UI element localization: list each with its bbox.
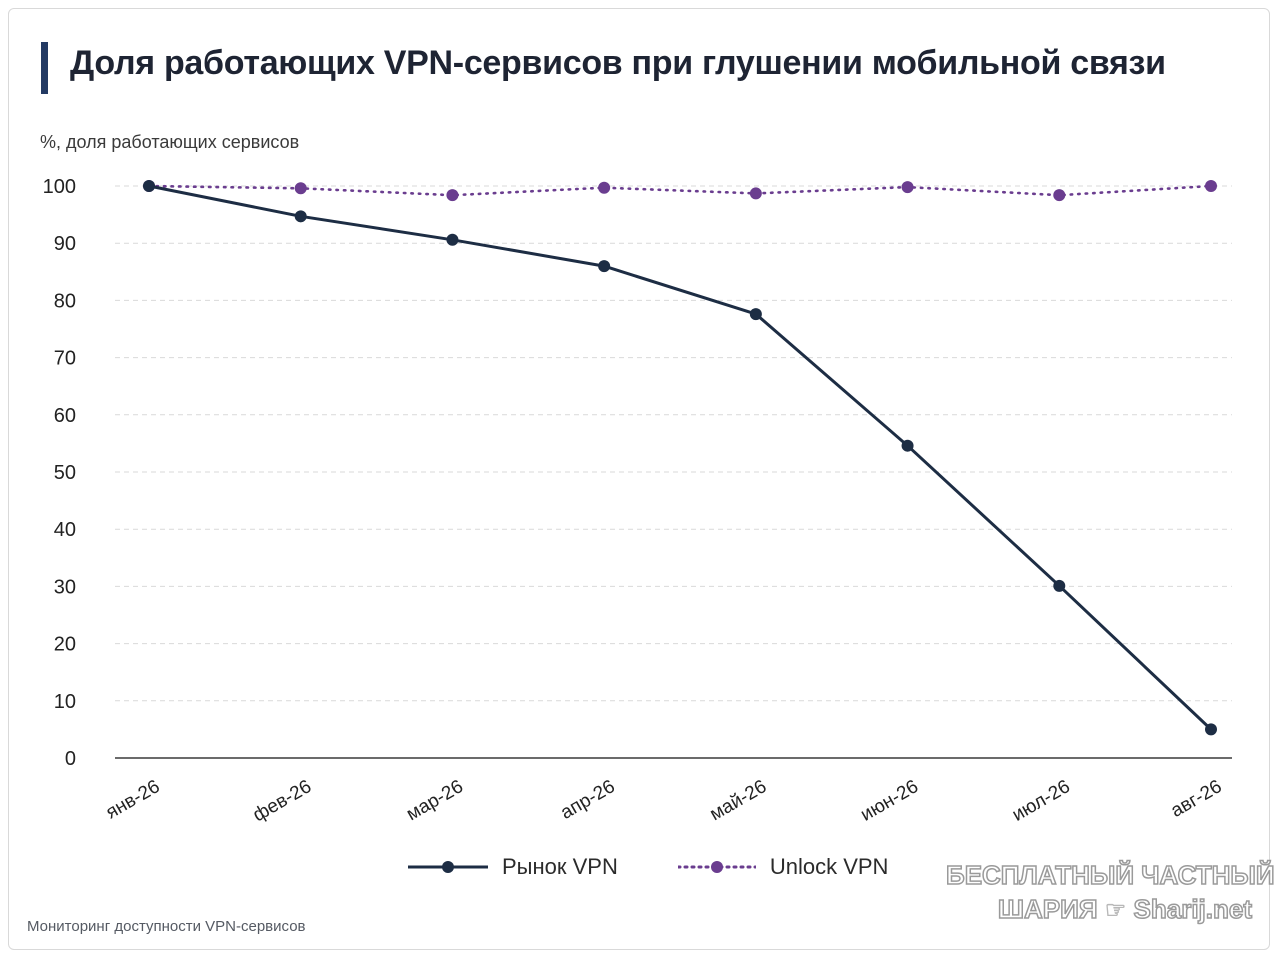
legend-marker-market	[408, 861, 488, 873]
y-axis-ticks: 0 10 20 30 40 50 60 70 80 90 100	[43, 176, 76, 770]
data-point	[598, 260, 611, 273]
chart-title: Доля работающих VPN-сервисов при глушени…	[70, 44, 1166, 82]
data-point	[749, 308, 762, 321]
x-tick-label: авг-26	[1167, 776, 1225, 822]
x-tick-label: апр-26	[557, 776, 619, 824]
source-note: Мониторинг доступности VPN-сервисов	[27, 918, 306, 935]
data-point	[749, 187, 762, 200]
y-axis-label: %, доля работающих сервисов	[40, 132, 299, 152]
x-tick-label: июн-26	[857, 776, 922, 826]
x-tick-label: фев-26	[249, 776, 315, 826]
x-tick-label: мар-26	[403, 776, 467, 825]
data-point	[294, 210, 307, 223]
legend-item-unlock: Unlock VPN	[677, 854, 889, 880]
data-point	[901, 181, 914, 194]
legend-label-market: Рынок VPN	[502, 854, 618, 879]
series-unlock	[143, 180, 1217, 202]
y-tick-label: 100	[43, 176, 76, 198]
data-point	[446, 233, 459, 246]
data-point	[1053, 579, 1066, 592]
data-point	[1205, 723, 1217, 736]
series-group	[143, 180, 1217, 736]
watermark-line1: БЕСПЛАТНЫЙ ЧАСТНЫЙ	[945, 859, 1275, 891]
x-tick-label: янв-26	[102, 776, 163, 823]
y-tick-label: 0	[65, 748, 76, 770]
data-point	[446, 189, 459, 202]
y-tick-label: 90	[54, 233, 76, 255]
title-accent-bar	[41, 42, 48, 94]
y-tick-label: 60	[54, 405, 76, 427]
x-tick-label: май-26	[706, 776, 770, 825]
data-point	[901, 439, 914, 452]
grid-lines	[115, 185, 1232, 759]
x-tick-label: июл-26	[1009, 776, 1074, 826]
legend: Рынок VPN Unlock VPN	[408, 852, 948, 882]
watermark-line2-right: Sharij.net	[1133, 893, 1253, 925]
y-tick-label: 50	[54, 462, 76, 484]
y-tick-label: 80	[54, 290, 76, 312]
data-point	[1205, 180, 1217, 192]
y-tick-label: 40	[54, 519, 76, 541]
y-tick-label: 70	[54, 348, 76, 370]
legend-item-market: Рынок VPN	[408, 854, 618, 880]
data-point	[143, 180, 155, 192]
series-line	[147, 184, 1213, 731]
pointing-hand-icon: ☞	[1104, 897, 1127, 924]
y-tick-label: 20	[54, 634, 76, 656]
data-point	[598, 181, 611, 194]
series-market	[143, 180, 1217, 736]
y-tick-label: 10	[54, 691, 76, 713]
watermark-line2: ШАРИЯ ☞ Sharij.net	[946, 892, 1253, 928]
watermark-line2-left: ШАРИЯ	[997, 893, 1098, 925]
legend-label-unlock: Unlock VPN	[769, 854, 889, 879]
chart-card	[8, 8, 1270, 950]
data-point	[1053, 189, 1066, 202]
series-line	[147, 184, 1213, 197]
legend-marker-unlock	[677, 861, 756, 873]
y-tick-label: 30	[54, 576, 76, 598]
watermark: БЕСПЛАТНЫЙ ЧАСТНЫЙ ШАРИЯ ☞ Sharij.net	[945, 858, 1275, 928]
x-axis-ticks: янв-26 фев-26 мар-26 апр-26 май-26 июн-26 июл-…	[102, 776, 1225, 826]
data-point	[294, 182, 307, 195]
